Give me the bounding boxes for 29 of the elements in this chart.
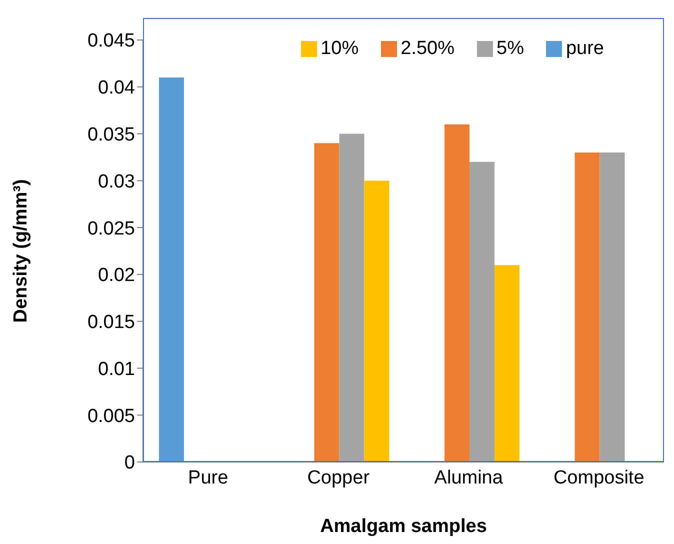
bar <box>364 180 390 462</box>
bar <box>574 152 600 462</box>
y-axis-title: Density (g/mm³) <box>10 179 32 323</box>
bar <box>314 143 340 462</box>
bar <box>494 265 520 462</box>
y-tick-label: 0.04 <box>98 78 136 99</box>
x-axis-title: Amalgam samples <box>320 516 487 537</box>
bar <box>159 78 184 462</box>
x-tick-label: Alumina <box>434 467 504 488</box>
y-tick-label: 0.035 <box>87 124 135 146</box>
y-tick-label: 0.005 <box>87 406 135 427</box>
y-tick-label: 0 <box>124 452 135 474</box>
y-tick-label: 0.01 <box>98 358 135 380</box>
bar <box>600 152 625 462</box>
legend-label: 2.50% <box>400 38 454 59</box>
legend-label: pure <box>566 38 604 59</box>
x-tick-label: Pure <box>188 467 228 488</box>
bar <box>444 124 470 462</box>
y-tick-label: 0.03 <box>98 171 135 192</box>
bar <box>339 134 364 462</box>
y-tick-label: 0.02 <box>98 265 135 286</box>
bar <box>470 162 494 462</box>
x-tick-label: Copper <box>307 467 370 488</box>
legend-label: 5% <box>496 38 524 59</box>
x-tick-label: Composite <box>553 467 644 488</box>
y-tick-label: 0.025 <box>87 218 135 240</box>
legend-label: 10% <box>320 38 359 59</box>
y-tick-label: 0.015 <box>87 312 135 334</box>
y-tick-label: 0.045 <box>87 30 135 52</box>
